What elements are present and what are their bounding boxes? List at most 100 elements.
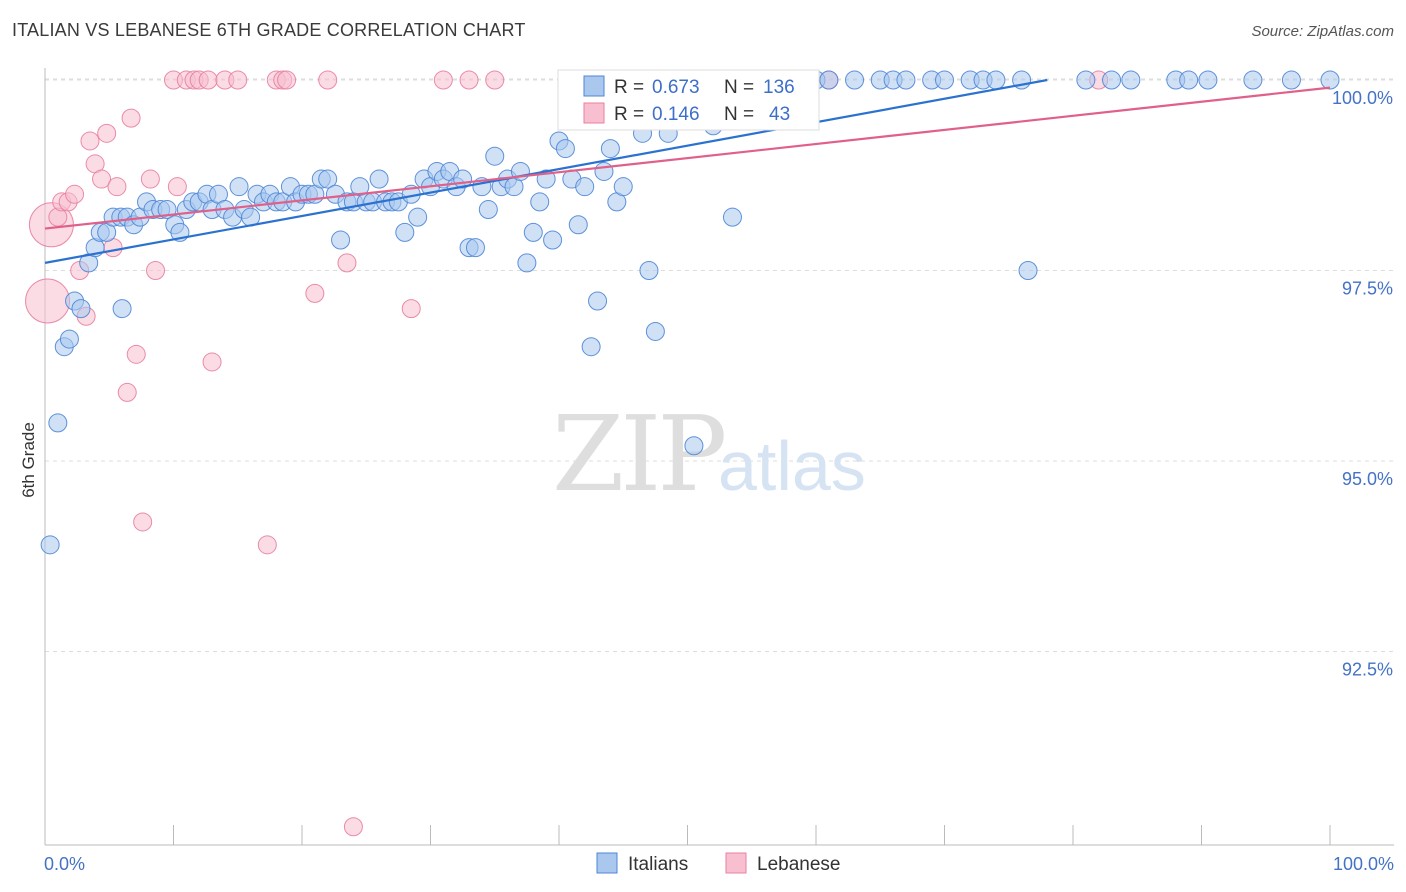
series-legend-swatch-italians: [596, 852, 618, 874]
lebanese-point: [459, 70, 479, 90]
italians-point: [478, 200, 498, 220]
lebanese-point: [107, 177, 127, 197]
italians-point: [581, 337, 601, 357]
lebanese-trend-line: [44, 86, 1331, 230]
italians-point: [594, 161, 614, 181]
lebanese-point: [146, 261, 166, 280]
lebanese-point: [433, 70, 453, 90]
italians-point: [613, 177, 633, 197]
chart-title: ITALIAN VS LEBANESE 6TH GRADE CORRELATIO…: [12, 20, 526, 40]
lebanese-points: [25, 70, 1109, 837]
italians-point: [1198, 70, 1218, 90]
italians-point: [465, 238, 485, 258]
lebanese-point: [65, 184, 85, 204]
italians-point: [40, 535, 60, 555]
italians-point: [684, 436, 704, 456]
lebanese-point: [97, 123, 117, 143]
italians-point: [395, 222, 415, 242]
y-axis-title: 6th Grade: [19, 422, 38, 498]
series-legend: Italians Lebanese: [596, 852, 840, 875]
lebanese-point: [257, 535, 277, 555]
legend-n-label-italians: N =: [724, 77, 754, 98]
italians-point: [1281, 70, 1301, 90]
italians-point: [71, 299, 91, 319]
chart-source: Source: ZipAtlas.com: [1251, 23, 1394, 40]
italians-point: [1320, 70, 1340, 90]
stats-legend: R = 0.673 N = 136 R = 0.146 N = 43: [557, 69, 820, 131]
italians-point: [369, 169, 389, 189]
italians-point: [1243, 70, 1263, 90]
lebanese-point: [401, 299, 421, 319]
lebanese-point: [167, 177, 187, 197]
lebanese-point: [485, 70, 505, 90]
y-tick-label-3: 92.5%: [1342, 660, 1393, 680]
lebanese-point: [92, 169, 112, 189]
lebanese-point: [343, 817, 363, 837]
y-tick-labels: 100.0% 97.5% 95.0% 92.5%: [1332, 88, 1393, 680]
series-legend-label-italians: Italians: [628, 854, 688, 875]
lebanese-point: [126, 344, 146, 364]
x-tick-label-max: 100.0%: [1333, 854, 1394, 874]
italians-point: [600, 139, 620, 159]
lebanese-point: [337, 253, 357, 273]
lebanese-point: [140, 169, 160, 189]
italians-point: [318, 169, 338, 189]
series-legend-label-lebanese: Lebanese: [757, 854, 840, 875]
y-tick-label-2: 95.0%: [1342, 469, 1393, 489]
watermark: ZIP atlas: [552, 393, 866, 515]
italians-point: [1076, 70, 1096, 90]
lebanese-point: [133, 512, 153, 532]
italians-point: [485, 146, 505, 166]
axes: [44, 68, 1394, 846]
italians-point: [845, 70, 865, 90]
legend-n-label-lebanese: N =: [724, 104, 754, 125]
italians-trend-line: [44, 78, 1048, 264]
lebanese-point: [198, 70, 218, 90]
italians-point: [1018, 261, 1038, 280]
italians-point: [896, 70, 916, 90]
italians-point: [59, 329, 79, 349]
italians-point: [935, 70, 954, 90]
trend-lines: [44, 78, 1331, 264]
italians-point: [1179, 70, 1199, 90]
series-legend-swatch-lebanese: [725, 852, 747, 874]
watermark-atlas: atlas: [718, 427, 866, 505]
italians-point: [530, 192, 550, 212]
italians-point: [588, 291, 608, 311]
italians-point: [819, 70, 839, 90]
lebanese-point: [305, 283, 325, 303]
lebanese-point: [228, 70, 248, 90]
italians-point: [722, 207, 742, 227]
lebanese-point: [277, 70, 297, 90]
italians-point: [331, 230, 351, 250]
italians-point: [555, 139, 575, 159]
lebanese-point: [25, 278, 71, 324]
y-tick-label-1: 97.5%: [1342, 279, 1393, 299]
italians-point: [645, 321, 665, 341]
legend-r-value-italians: 0.673: [652, 77, 700, 98]
y-tick-label-0: 100.0%: [1332, 88, 1393, 108]
italians-point: [1121, 70, 1141, 90]
italians-point: [1102, 70, 1122, 90]
legend-n-value-lebanese: 43: [769, 104, 790, 125]
legend-swatch-lebanese: [583, 102, 605, 124]
lebanese-point: [318, 70, 338, 90]
legend-r-label-italians: R =: [614, 77, 644, 98]
legend-r-label-lebanese: R =: [614, 104, 644, 125]
lebanese-point: [80, 131, 100, 151]
watermark-zip: ZIP: [552, 393, 724, 515]
italians-point: [523, 222, 543, 242]
italians-point: [48, 413, 68, 433]
italians-point: [517, 253, 537, 273]
italians-point: [575, 177, 595, 197]
lebanese-point: [202, 352, 222, 372]
italians-point: [568, 215, 588, 235]
italians-point: [986, 70, 1006, 90]
legend-n-value-italians: 136: [763, 77, 795, 98]
italians-point: [112, 299, 132, 319]
lebanese-point: [121, 108, 141, 128]
legend-r-value-lebanese: 0.146: [652, 104, 700, 125]
italians-point: [639, 261, 659, 280]
legend-swatch-italians: [583, 75, 605, 97]
